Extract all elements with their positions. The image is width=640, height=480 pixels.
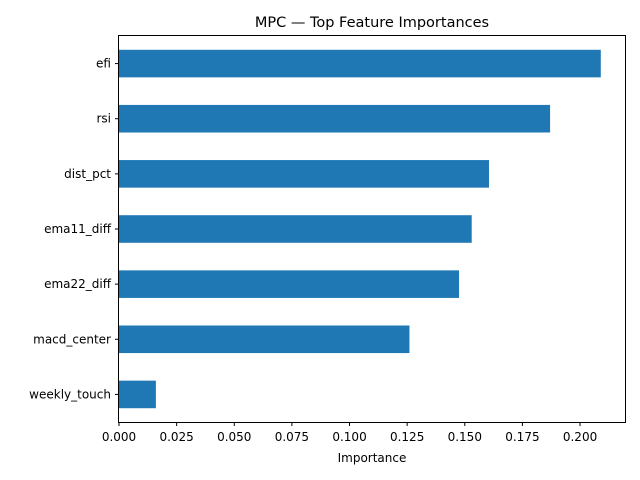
x-axis-title: Importance (338, 451, 407, 465)
bar-efi (119, 49, 601, 78)
y-tick-label-weekly_touch: weekly_touch (29, 387, 111, 401)
x-tick-label: 0.000 (102, 430, 136, 444)
bar-dist_pct (119, 160, 489, 188)
x-tick-label: 0.025 (159, 430, 193, 444)
x-axis-ticks: 0.000 0.025 0.050 0.075 0.100 0.125 0.150 0.175… (102, 422, 597, 444)
bar-weekly_touch (119, 380, 156, 409)
y-tick-label-rsi: rsi (96, 112, 111, 126)
x-tick-label: 0.200 (563, 430, 597, 444)
y-axis-ticks: efi rsi dist_pct ema11_diff ema22_diff macd_c… (29, 57, 119, 401)
bar-rsi (119, 104, 551, 133)
bar-ema11_diff (119, 215, 472, 243)
bars-layer (119, 49, 601, 409)
x-tick-label: 0.125 (390, 430, 424, 444)
x-tick-label: 0.050 (217, 430, 251, 444)
y-tick-label-efi: efi (96, 57, 111, 71)
bar-macd_center (119, 325, 410, 354)
plot-frame (118, 35, 626, 423)
y-tick-label-macd_center: macd_center (33, 332, 111, 346)
x-tick-label: 0.150 (448, 430, 482, 444)
y-tick-label-ema22_diff: ema22_diff (44, 277, 112, 291)
x-tick-label: 0.175 (505, 430, 539, 444)
y-tick-label-dist_pct: dist_pct (64, 167, 111, 181)
y-tick-label-ema11_diff: ema11_diff (44, 222, 112, 236)
chart-title: MPC — Top Feature Importances (255, 15, 489, 31)
bar-ema22_diff (119, 270, 460, 298)
x-tick-label: 0.100 (332, 430, 366, 444)
x-tick-label: 0.075 (275, 430, 309, 444)
